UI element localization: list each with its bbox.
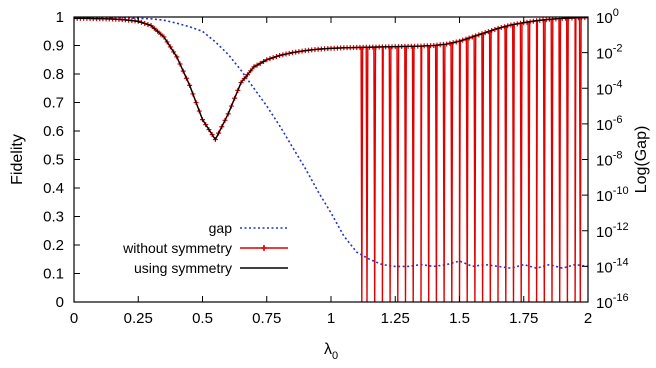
x-tick-label: 1.5 — [449, 310, 470, 327]
legend-label: gap — [209, 220, 233, 236]
x-tick-label: 0.5 — [192, 310, 213, 327]
y-tick-label-left: 0.4 — [43, 180, 64, 197]
y-tick-label-right: 100 — [596, 7, 619, 27]
y-tick-label-left: 0.8 — [43, 66, 64, 83]
y-tick-label-right: 10-12 — [596, 221, 629, 241]
x-tick-label: 1 — [327, 310, 335, 327]
y-tick-label-left: 0.6 — [43, 123, 64, 140]
x-tick-label: 0.75 — [252, 310, 281, 327]
y-tick-label-right: 10-16 — [596, 292, 629, 312]
legend-label: without symmetry — [122, 240, 232, 256]
y-tick-label-right: 10-6 — [596, 114, 622, 134]
legend-marker — [261, 245, 267, 251]
y-tick-label-right: 10-14 — [596, 256, 629, 276]
y-tick-label-left: 0.7 — [43, 95, 64, 112]
y-tick-label-left: 0 — [56, 294, 64, 311]
y-tick-label-left: 0.1 — [43, 266, 64, 283]
y-tick-label-right: 10-4 — [596, 78, 622, 98]
x-tick-label: 0.25 — [124, 310, 153, 327]
y-tick-label-right: 10-10 — [596, 185, 629, 205]
y-tick-label-left: 0.9 — [43, 38, 64, 55]
y-axis-label-left: Fidelity — [9, 134, 26, 185]
y-tick-label-right: 10-8 — [596, 150, 622, 170]
x-axis-label: λ0 — [324, 341, 338, 362]
x-tick-label: 1.25 — [381, 310, 410, 327]
series-gap-line — [74, 17, 588, 270]
legend: gap without symmetry using symmetry — [122, 220, 288, 276]
y-tick-label-left: 0.2 — [43, 237, 64, 254]
legend-label: using symmetry — [134, 260, 232, 276]
series-using-symmetry-line — [74, 17, 588, 141]
y-tick-label-left: 0.5 — [43, 152, 64, 169]
y-axis-label-right: Log(Gap) — [633, 126, 650, 194]
x-tick-label: 2 — [584, 310, 592, 327]
y-tick-label-right: 10-2 — [596, 43, 622, 63]
x-tick-label: 0 — [70, 310, 78, 327]
y-tick-label-left: 1 — [56, 9, 64, 26]
x-tick-label: 1.75 — [509, 310, 538, 327]
y-tick-label-left: 0.3 — [43, 209, 64, 226]
